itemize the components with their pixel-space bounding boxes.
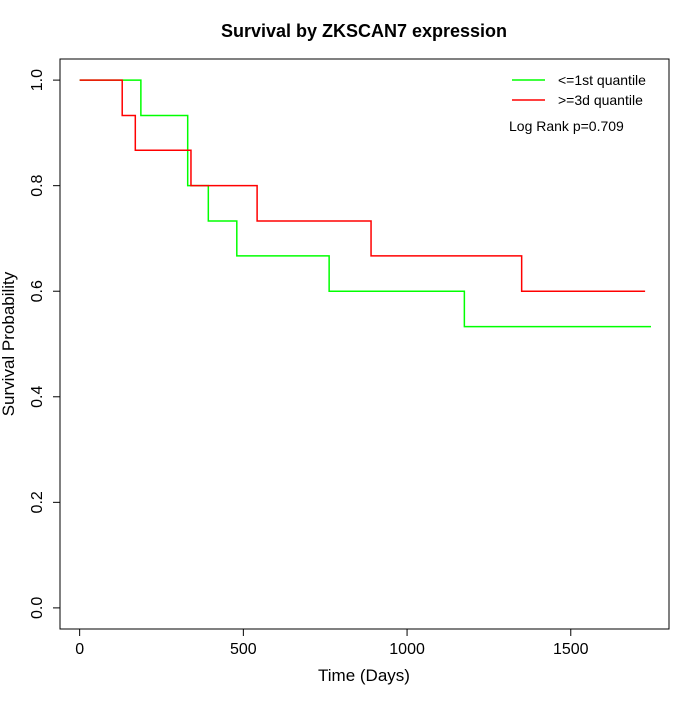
y-tick-label: 0.2	[29, 491, 46, 513]
y-tick-label: 0.4	[29, 386, 46, 408]
y-axis-label: Survival Probability	[0, 271, 18, 416]
survival-curve-series-1	[79, 79, 651, 328]
x-axis: 0 500 1000 1500	[75, 628, 589, 658]
x-tick-label: 500	[230, 641, 257, 658]
y-tick-label: 0.6	[29, 280, 46, 302]
survival-curve-series-2	[79, 79, 646, 292]
survival-curves	[79, 79, 651, 328]
plot-frame	[59, 58, 670, 630]
y-tick-label: 0.8	[29, 174, 46, 196]
x-tick-label: 1000	[389, 641, 425, 658]
legend-label: >=3d quantile	[558, 92, 643, 108]
legend-label: <=1st quantile	[558, 72, 646, 88]
chart-title: Survival by ZKSCAN7 expression	[221, 21, 507, 41]
legend: <=1st quantile >=3d quantile	[512, 72, 646, 108]
y-tick-label: 0.0	[29, 597, 46, 619]
y-axis: 0.0 0.2 0.4 0.6 0.8 1.0	[29, 69, 61, 619]
x-tick-label: 0	[75, 641, 84, 658]
x-tick-label: 1500	[553, 641, 589, 658]
log-rank-annotation: Log Rank p=0.709	[509, 118, 624, 134]
y-tick-label: 1.0	[29, 69, 46, 91]
x-axis-label: Time (Days)	[318, 666, 410, 685]
